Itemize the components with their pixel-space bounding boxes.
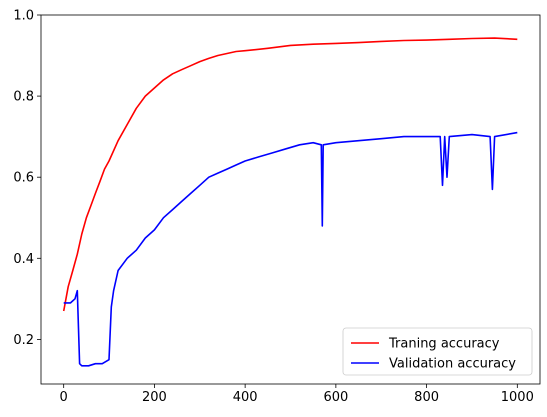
x-tick-label: 1000 — [501, 390, 534, 405]
legend: Traning accuracy Validation accuracy — [342, 327, 533, 376]
x-tick-label: 600 — [323, 390, 348, 405]
x-axis-ticks: 0 200 400 600 800 1000 — [60, 384, 534, 405]
y-tick-label: 1.0 — [13, 9, 34, 24]
x-tick-label: 400 — [233, 390, 258, 405]
validation-accuracy-line — [63, 131, 518, 367]
y-tick-label: 0.8 — [13, 90, 34, 105]
legend-label: Validation accuracy — [389, 357, 516, 372]
axes-box — [40, 14, 541, 385]
plot-lines — [62, 37, 518, 367]
x-tick-label: 800 — [414, 390, 439, 405]
y-tick-label: 0.2 — [13, 333, 34, 348]
training-accuracy-line — [62, 37, 518, 312]
legend-box — [342, 327, 533, 376]
x-tick-label: 0 — [60, 390, 68, 405]
axes-frame — [40, 14, 541, 385]
y-tick-label: 0.6 — [13, 171, 34, 186]
y-tick-label: 0.4 — [13, 252, 34, 267]
y-axis-ticks: 0.2 0.4 0.6 0.8 1.0 — [13, 9, 41, 348]
legend-label: Traning accuracy — [388, 337, 500, 352]
x-tick-label: 200 — [142, 390, 167, 405]
